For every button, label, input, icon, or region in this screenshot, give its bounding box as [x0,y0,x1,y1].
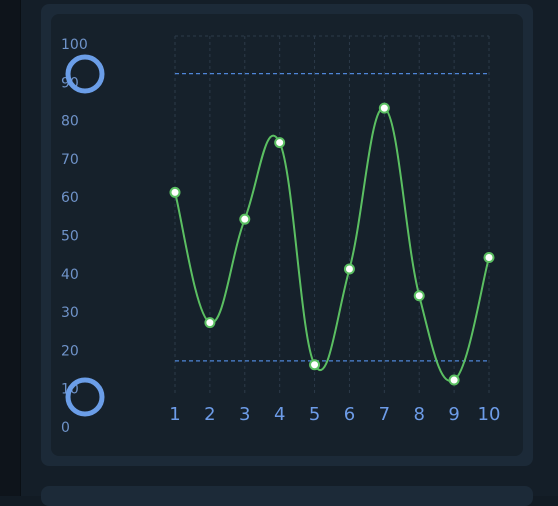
data-point [378,102,390,114]
sidebar-edge [0,0,21,496]
data-point [483,251,495,263]
y-tick-label: 30 [61,305,79,321]
x-tick-label: 6 [344,404,355,425]
upper-range-handle[interactable] [65,54,105,94]
data-point [274,137,286,149]
series-points [169,102,495,386]
x-tick-label: 7 [379,404,390,425]
x-tick-label: 10 [478,404,501,425]
x-tick-label: 4 [274,404,285,425]
y-tick-label: 0 [61,420,70,436]
x-tick-label: 1 [169,404,180,425]
y-tick-label: 20 [61,343,79,359]
y-tick-label: 50 [61,229,79,245]
data-point [343,263,355,275]
data-point [239,213,251,225]
x-tick-label: 3 [239,404,250,425]
data-point [204,317,216,329]
y-tick-label: 60 [61,190,79,206]
series-line-layer [174,107,490,382]
data-point [169,186,181,198]
x-tick-label: 8 [413,404,424,425]
data-point [413,290,425,302]
reference-lines [175,73,489,362]
lower-range-handle[interactable] [65,377,105,417]
series-line [174,107,490,382]
data-point [309,359,321,371]
x-tick-label: 2 [204,404,215,425]
range-handles[interactable] [65,54,105,417]
y-tick-label: 40 [61,267,79,283]
x-tick-label: 5 [309,404,320,425]
data-point [448,374,460,386]
x-tick-label: 9 [448,404,459,425]
y-tick-label: 80 [61,114,79,130]
chart-grid [174,35,490,396]
y-tick-label: 100 [61,37,88,53]
chart-panel [51,14,523,456]
x-axis: 1 2 3 4 5 6 7 8 9 10 [169,404,500,425]
y-tick-label: 70 [61,152,79,168]
